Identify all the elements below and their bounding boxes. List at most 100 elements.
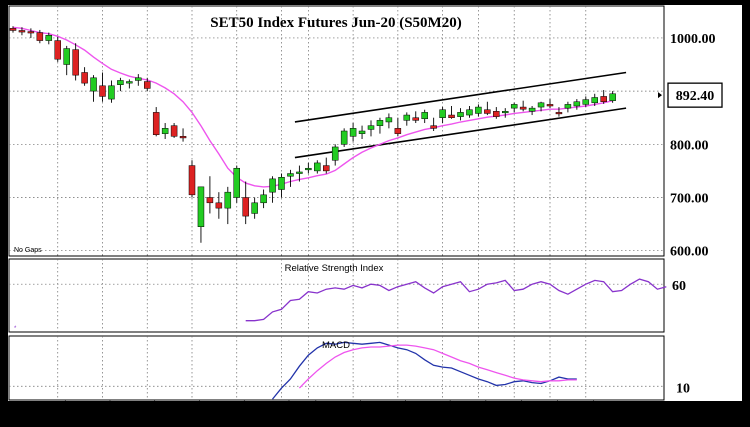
macd-line <box>271 341 577 400</box>
candle-body <box>305 167 312 171</box>
candle-body <box>90 77 97 92</box>
x-month-label: Mar <box>105 409 118 416</box>
rsi-title: Relative Strength Index <box>285 263 384 274</box>
channel-trendline <box>294 107 627 159</box>
x-week-label: 4/7 <box>310 401 320 408</box>
candle-body <box>510 104 518 109</box>
candle-body <box>18 30 26 33</box>
candle-body <box>331 146 339 161</box>
candle-body <box>475 106 482 114</box>
candle-body <box>340 130 348 145</box>
candle-body <box>36 32 44 41</box>
candle-body <box>27 31 35 34</box>
x-week-label: 5/18 <box>552 401 566 408</box>
candle-body <box>582 99 590 105</box>
rsi-start-marker: * <box>14 326 17 332</box>
candle-body <box>564 104 572 109</box>
chart-title: SET50 Index Futures Jun-20 (S50M20) <box>210 15 461 31</box>
x-week-label: 5/25 <box>588 401 602 408</box>
candle-body <box>314 162 321 172</box>
candle-body <box>439 109 446 118</box>
candle-body <box>287 173 294 177</box>
candle-body <box>63 48 70 65</box>
x-week-label: 5/5 <box>480 401 490 408</box>
no-gaps-note: No Gaps <box>14 247 42 254</box>
candle-body <box>600 96 607 102</box>
last-price-label: 892.40 <box>676 89 715 104</box>
rsi-line <box>245 278 667 322</box>
series-layer: * <box>9 26 667 400</box>
x-week-label: 3/16 <box>194 401 208 408</box>
x-week-label: 3/2 <box>105 401 115 408</box>
macd-panel-border <box>8 335 665 401</box>
candle-body <box>493 111 500 117</box>
candle-body <box>430 125 437 129</box>
price-panel-border <box>8 5 665 257</box>
candle-body <box>54 40 61 60</box>
candle-body <box>555 112 563 115</box>
candle-body <box>591 97 598 104</box>
candle-body <box>188 165 196 196</box>
candle-body <box>278 177 285 190</box>
candle-body <box>537 102 545 108</box>
candle-body <box>135 77 142 81</box>
rsi-panel-border <box>8 258 665 333</box>
candle-body <box>206 197 214 204</box>
candle-body <box>448 114 455 118</box>
candle-body <box>215 202 223 209</box>
candle-body <box>224 191 232 209</box>
candle-body <box>144 81 151 89</box>
rsi-tick-label: 60 <box>672 279 686 294</box>
candle-body <box>242 197 249 217</box>
price-tick-label: 600.00 <box>670 245 709 260</box>
x-month-label: Feb <box>15 409 27 416</box>
x-week-label: 3/23 <box>239 401 253 408</box>
candle-body <box>421 112 428 120</box>
candle-body <box>269 178 276 193</box>
candle-body <box>108 85 115 100</box>
candle-body <box>197 186 205 227</box>
candle-body <box>573 101 581 107</box>
price-tick-label: 800.00 <box>670 138 709 153</box>
candle-body <box>72 49 79 76</box>
x-week-label: 4/1 <box>284 401 294 408</box>
candle-body <box>233 167 240 198</box>
candle-body <box>466 109 473 116</box>
candle-body <box>412 117 419 121</box>
candle-body <box>99 85 106 97</box>
macd-title: MACD <box>322 340 350 351</box>
candle-body <box>126 81 133 84</box>
chart-background <box>8 5 742 401</box>
candle-body <box>117 80 124 85</box>
last-price-box <box>667 82 723 108</box>
x-month-label: Apr <box>284 409 296 416</box>
macd-signal-line <box>298 344 577 389</box>
x-week-label: 4/20 <box>400 401 414 408</box>
candle-body <box>484 109 491 114</box>
candle-body <box>394 128 402 134</box>
candle-body <box>81 72 88 84</box>
candle-body <box>152 112 160 135</box>
candle-body <box>349 128 357 137</box>
candle-body <box>609 93 616 101</box>
price-tick-label: 700.00 <box>670 191 709 206</box>
candle-body <box>170 125 178 137</box>
candle-body <box>376 120 384 126</box>
candle-body <box>161 128 169 134</box>
macd-tick-label: 10 <box>676 381 690 396</box>
candle-body <box>358 130 366 134</box>
channel-trendline <box>294 71 627 123</box>
candle-body <box>385 117 393 123</box>
label-layer: 1000.00 800.00 700.00 600.00 892.40 60 10 2/24 3… <box>15 32 723 416</box>
candle-body <box>403 114 411 121</box>
x-week-label: 4/27 <box>445 401 459 408</box>
candle-body <box>45 35 53 41</box>
candle-body <box>296 171 303 174</box>
x-axis-title: Day <box>719 403 737 414</box>
candle-body <box>179 136 187 139</box>
candle-body <box>546 104 554 107</box>
candle-body <box>367 125 375 130</box>
x-week-label: 4/13 <box>355 401 369 408</box>
x-week-label: 3/9 <box>149 401 159 408</box>
